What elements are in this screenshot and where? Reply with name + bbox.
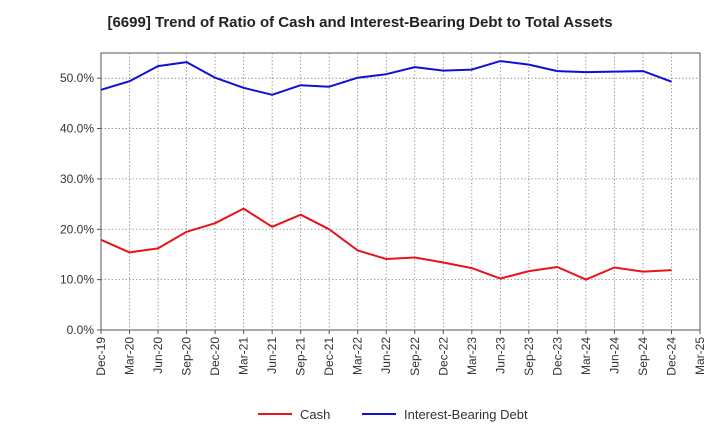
x-tick-label: Sep-23 — [522, 337, 536, 376]
x-tick-label: Mar-21 — [237, 337, 251, 375]
x-tick-label: Jun-24 — [607, 337, 621, 374]
series-line-interest-bearing-debt — [100, 60, 672, 96]
y-tick-label: 10.0% — [60, 273, 94, 287]
plot-area — [101, 53, 700, 330]
legend-label-cash: Cash — [300, 407, 330, 422]
x-tick-label: Jun-21 — [265, 337, 279, 374]
x-tick-label: Dec-23 — [550, 337, 564, 376]
axes: 0.0% 10.0% 20.0% 30.0% 40.0% 50.0% Dec-19 Mar-2… — [60, 52, 707, 376]
x-tick-label: Jun-23 — [493, 337, 507, 374]
chart-title: [6699] Trend of Ratio of Cash and Intere… — [107, 14, 613, 31]
x-tick-label: Dec-19 — [94, 337, 108, 376]
legend-label-interest-bearing-debt: Interest-Bearing Debt — [404, 407, 528, 422]
y-tick-label: 0.0% — [67, 323, 95, 337]
y-tick-label: 50.0% — [60, 71, 94, 85]
gridlines — [101, 53, 700, 330]
x-tick-label: Dec-22 — [436, 337, 450, 376]
x-tick-label: Sep-24 — [636, 337, 650, 376]
x-tick-label: Mar-23 — [465, 337, 479, 375]
series-line-cash — [100, 207, 672, 281]
x-tick-label: Mar-24 — [579, 337, 593, 375]
x-tick-label: Dec-20 — [208, 337, 222, 376]
x-tick-label: Dec-24 — [664, 337, 678, 376]
x-tick-label: Dec-21 — [322, 337, 336, 376]
x-tick-label: Mar-25 — [693, 337, 707, 375]
x-tick-label: Mar-20 — [123, 337, 137, 375]
x-tick-label: Jun-20 — [151, 337, 165, 374]
y-tick-label: 30.0% — [60, 172, 94, 186]
x-tick-label: Sep-22 — [408, 337, 422, 376]
x-tick-label: Jun-22 — [379, 337, 393, 374]
plot-frame — [100, 52, 701, 331]
x-tick-label: Sep-20 — [180, 337, 194, 376]
y-tick-label: 40.0% — [60, 122, 94, 136]
x-tick-label: Mar-22 — [351, 337, 365, 375]
x-tick-label: Sep-21 — [294, 337, 308, 376]
series-lines — [100, 60, 672, 281]
legend: Cash Interest-Bearing Debt — [258, 407, 528, 422]
y-tick-label: 20.0% — [60, 222, 94, 236]
